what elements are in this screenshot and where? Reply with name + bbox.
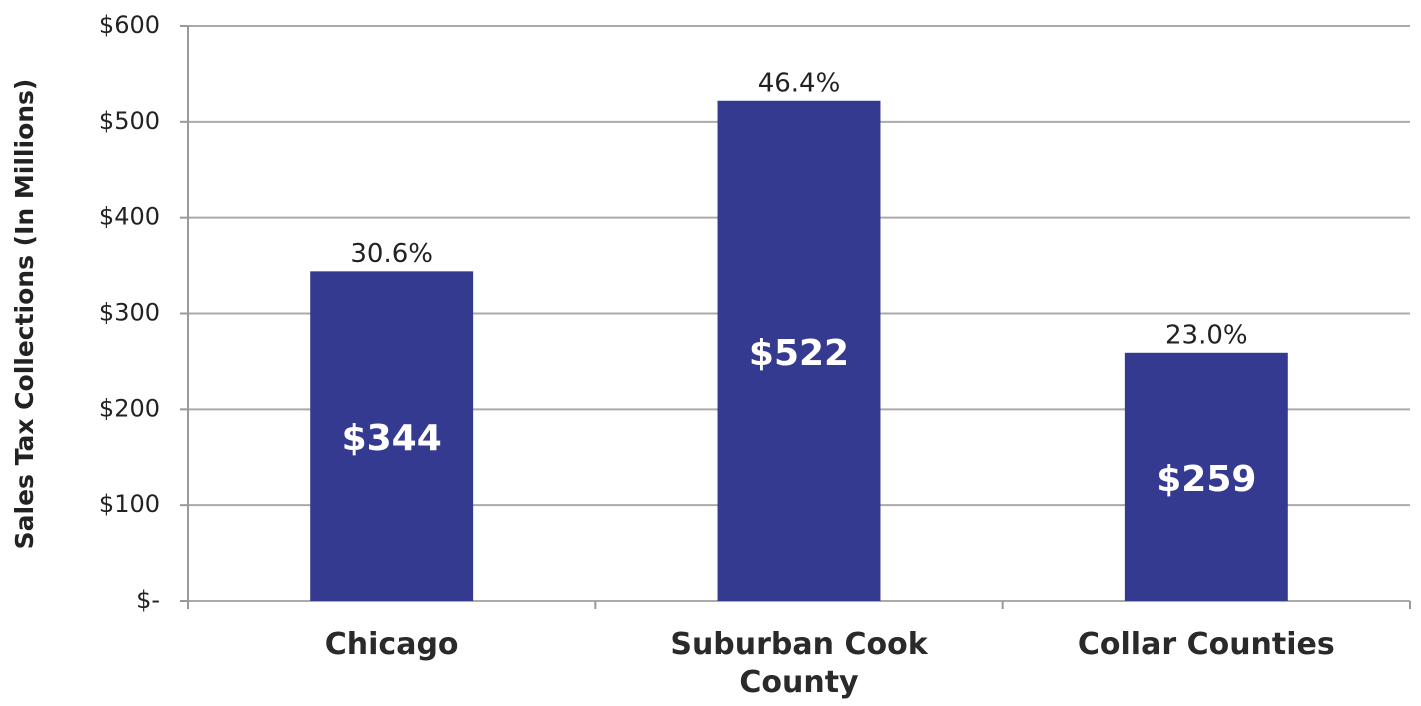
- bar: [717, 100, 881, 601]
- share-label: 30.6%: [350, 239, 433, 269]
- y-tick-label: $500: [99, 107, 160, 135]
- value-label: $344: [342, 418, 442, 459]
- y-tick-label: $-: [136, 586, 160, 614]
- y-tick-label: $200: [99, 394, 160, 422]
- value-label: $522: [749, 333, 849, 374]
- bar: [1124, 352, 1288, 601]
- y-tick-label: $300: [99, 299, 160, 327]
- y-tick-label: $600: [99, 11, 160, 39]
- value-label: $259: [1156, 459, 1256, 500]
- y-tick-label: $400: [99, 203, 160, 231]
- y-tick-label: $100: [99, 490, 160, 518]
- share-label: 23.0%: [1165, 320, 1248, 350]
- share-label: 46.4%: [758, 68, 841, 98]
- x-tick-label: Collar Counties: [1077, 627, 1335, 662]
- x-tick-label: Suburban Cook County: [670, 627, 928, 700]
- bar: [310, 271, 474, 601]
- x-tick-label: Chicago: [324, 627, 459, 662]
- y-axis-label: Sales Tax Collections (In Millions): [10, 79, 39, 550]
